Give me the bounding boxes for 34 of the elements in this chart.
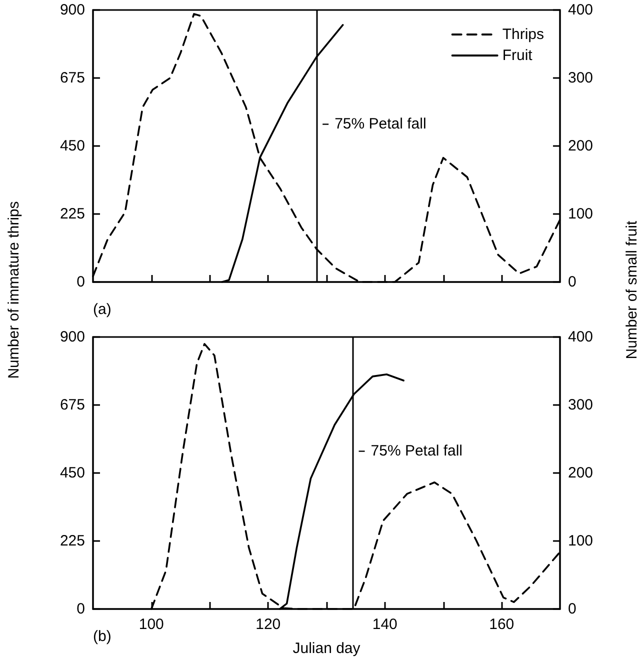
y-tick-label: 0 [76,600,85,618]
y2-tick-label: 100 [568,206,594,222]
y2-tick-label: 200 [568,138,594,154]
y2-tick-label: 400 [568,2,594,18]
y-tick-label: 0 [76,274,85,290]
y2-tick-label: 0 [568,274,576,290]
line-series [92,13,561,283]
ref-line-label: 75% Petal fall [334,116,426,133]
y-tick-label: 450 [60,138,85,154]
y-tick-label: 675 [60,70,85,86]
y2-tick-label: 300 [568,70,594,86]
y2-tick-label: 200 [568,464,594,482]
y2-tick-label: 0 [568,600,576,618]
y-tick-label: 450 [60,464,85,482]
x-tick-label: 140 [372,616,398,633]
x-tick-label: 120 [256,616,281,633]
y-tick-label: 225 [60,532,85,550]
text: (a) [93,301,112,318]
x-tick-label: 160 [489,616,514,633]
x-axis-title: Julian day [292,640,361,657]
legend-label: Thrips [502,26,544,43]
ref-line-label: 75% Petal fall [370,442,463,460]
y2-tick-label: 100 [568,532,594,550]
y-axis-title: Number of immature thrips [6,201,22,379]
legend-label: Fruit [502,47,534,64]
y2-axis-title: Number of small fruit [624,220,640,360]
y2-tick-label: 300 [568,396,594,414]
text: (b) [93,628,112,645]
y2-tick-label: 400 [568,328,594,346]
x-tick-label: 100 [138,616,164,633]
y-tick-label: 900 [60,2,85,18]
y-tick-label: 900 [60,328,85,346]
y-tick-label: 225 [60,206,85,222]
y-tick-label: 675 [60,396,85,414]
